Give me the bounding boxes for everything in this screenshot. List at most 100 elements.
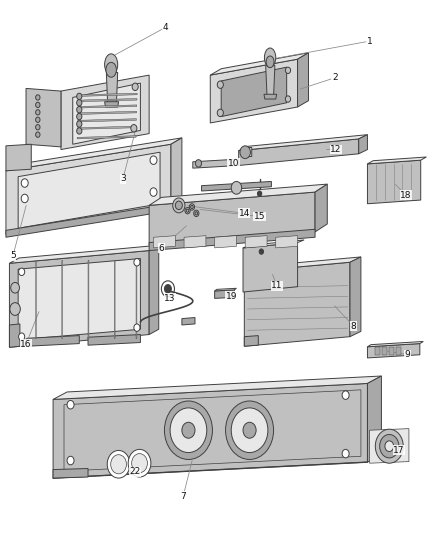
Polygon shape [77,136,136,139]
Polygon shape [367,157,426,164]
Polygon shape [62,260,63,339]
Polygon shape [182,318,195,325]
Polygon shape [78,119,136,122]
Circle shape [342,449,349,458]
Circle shape [195,160,201,167]
Circle shape [107,450,130,478]
Polygon shape [239,139,359,165]
Text: 17: 17 [393,446,405,455]
Text: 8: 8 [350,321,357,330]
Circle shape [226,401,274,459]
Polygon shape [243,240,304,248]
Circle shape [131,125,137,132]
Polygon shape [149,229,315,251]
Circle shape [170,408,207,453]
Circle shape [77,93,82,100]
Polygon shape [88,335,141,345]
Polygon shape [244,257,361,272]
Polygon shape [264,94,277,99]
Circle shape [375,429,403,463]
Polygon shape [375,347,380,355]
Text: 7: 7 [180,491,186,500]
Circle shape [150,188,157,196]
Circle shape [240,146,251,159]
Polygon shape [10,251,149,348]
Text: 19: 19 [226,292,237,301]
Polygon shape [215,290,234,298]
Text: 10: 10 [228,159,239,168]
Text: 5: 5 [10,252,16,260]
Circle shape [286,96,290,102]
Ellipse shape [105,54,118,75]
Polygon shape [367,342,424,347]
Polygon shape [245,236,267,248]
Polygon shape [149,245,159,335]
Polygon shape [79,99,137,102]
Polygon shape [370,429,409,463]
Circle shape [259,249,264,254]
Circle shape [243,422,256,438]
Circle shape [10,303,20,316]
Circle shape [21,179,28,187]
Polygon shape [18,259,141,340]
Circle shape [385,441,394,451]
Polygon shape [88,260,89,339]
Polygon shape [266,66,275,96]
Polygon shape [10,245,159,263]
Text: 11: 11 [271,281,283,290]
Text: 15: 15 [254,212,265,221]
Circle shape [164,401,212,459]
Text: 6: 6 [159,244,164,253]
Circle shape [217,109,223,117]
Circle shape [77,114,82,120]
Polygon shape [359,135,367,154]
Circle shape [128,449,151,477]
Polygon shape [26,88,61,147]
Polygon shape [193,159,239,168]
Polygon shape [27,336,79,346]
Circle shape [380,434,399,458]
Circle shape [342,391,349,399]
Polygon shape [78,105,137,108]
Circle shape [185,207,190,214]
Polygon shape [105,102,119,107]
Polygon shape [221,67,287,117]
Text: 22: 22 [130,467,141,476]
Polygon shape [382,347,387,355]
Polygon shape [239,135,367,151]
Circle shape [132,83,138,91]
Text: 13: 13 [164,294,176,303]
Circle shape [111,455,127,474]
Polygon shape [153,236,175,248]
Circle shape [286,67,290,74]
Polygon shape [210,53,308,75]
Text: 2: 2 [332,73,338,82]
Polygon shape [184,236,206,248]
Polygon shape [389,347,394,355]
Polygon shape [297,53,308,107]
Circle shape [150,156,157,165]
Circle shape [35,125,40,130]
Polygon shape [396,347,401,355]
Polygon shape [210,59,297,123]
Polygon shape [243,148,252,157]
Polygon shape [61,75,149,150]
Polygon shape [244,262,350,346]
Polygon shape [244,336,258,346]
Text: 14: 14 [239,209,250,218]
Circle shape [132,454,148,473]
Circle shape [21,194,28,203]
Polygon shape [78,111,137,115]
Polygon shape [350,257,361,337]
Circle shape [77,128,82,134]
Polygon shape [53,376,381,399]
Ellipse shape [265,48,276,67]
Circle shape [231,408,268,453]
Text: 3: 3 [120,174,126,183]
Polygon shape [215,236,237,248]
Polygon shape [10,324,20,348]
Polygon shape [6,144,31,171]
Circle shape [231,181,242,194]
Circle shape [67,400,74,409]
Circle shape [134,324,140,332]
